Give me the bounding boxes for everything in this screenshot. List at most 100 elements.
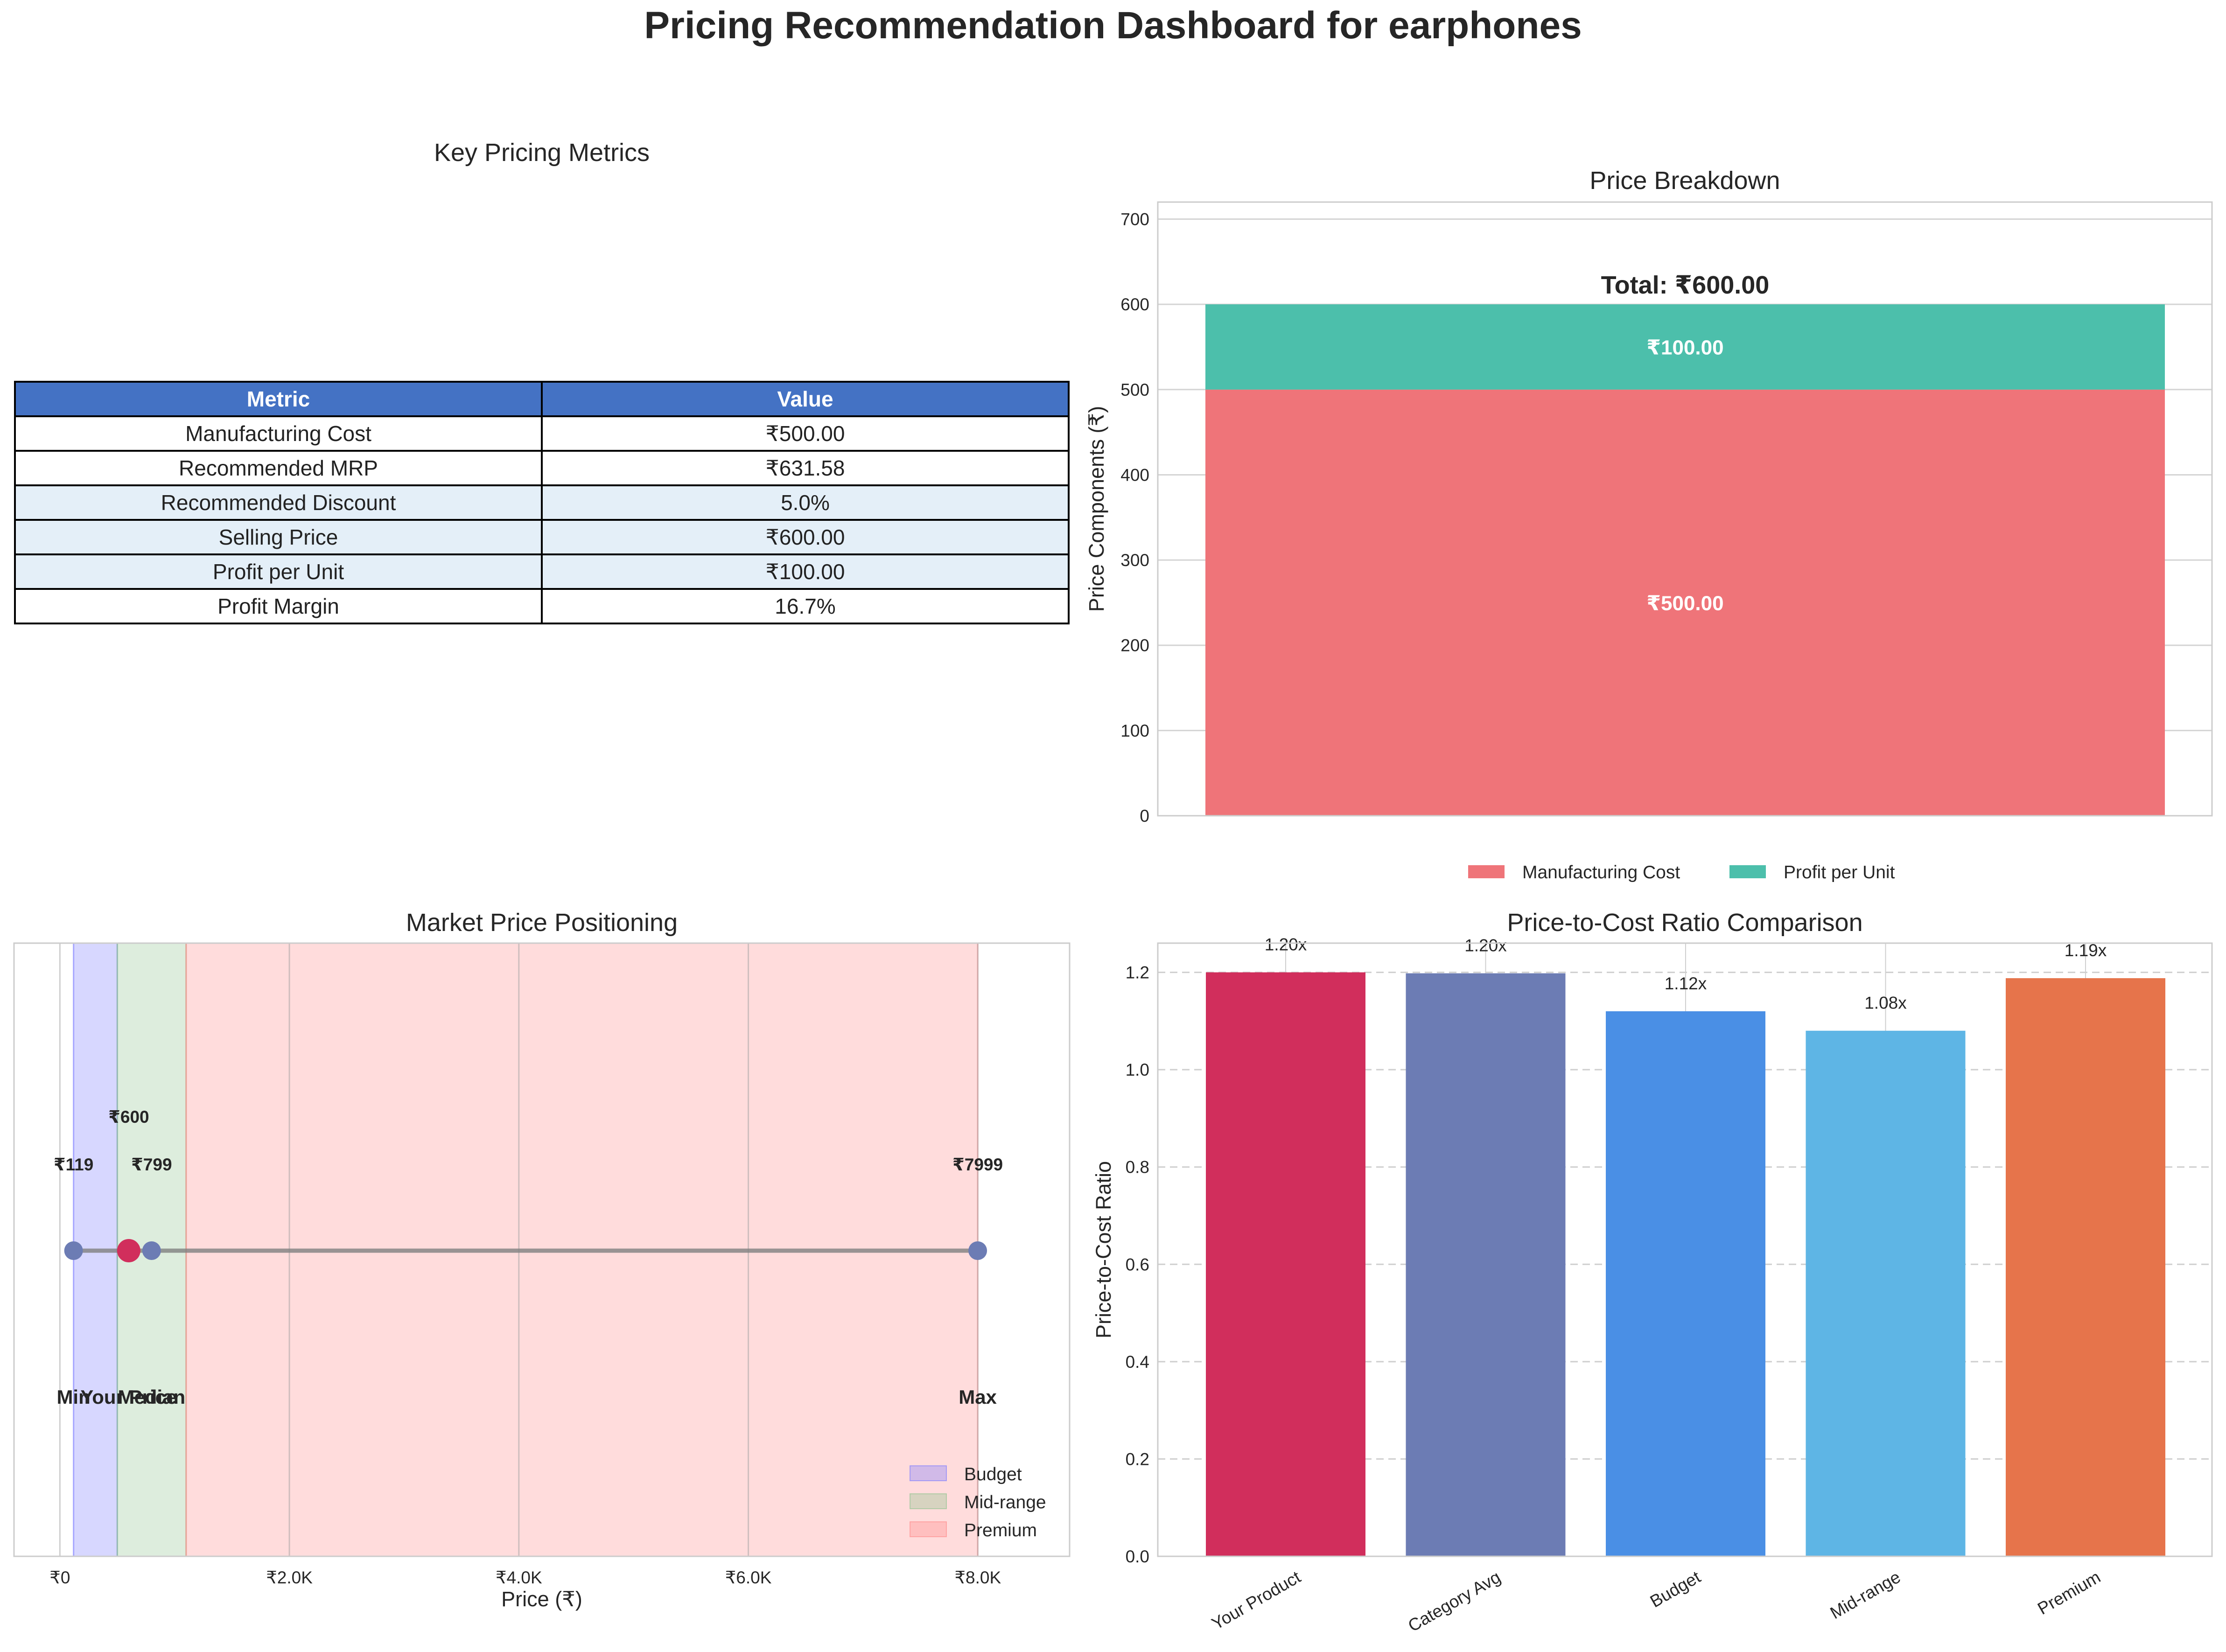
price-point-label: Median <box>118 1386 185 1408</box>
ratio-bar <box>2006 978 2165 1556</box>
x-tick-label: Mid-range <box>1827 1567 1904 1623</box>
price-point-label: Your Price <box>80 1386 177 1408</box>
y-tick-label: 1.0 <box>1126 1060 1149 1079</box>
y-tick-label: 1.2 <box>1126 963 1149 982</box>
value-cell: ₹600.00 <box>541 519 1070 555</box>
market-price-point <box>64 1241 83 1260</box>
ratio-bar <box>1806 1030 1966 1556</box>
metric-cell: Recommended MRP <box>14 450 543 486</box>
market-price-point <box>968 1241 987 1260</box>
metric-cell: Recommended Discount <box>14 484 543 521</box>
chart-title: Market Price Positioning <box>406 909 678 937</box>
metric-cell: Profit per Unit <box>14 553 543 590</box>
x-tick-label: Premium <box>2034 1567 2104 1618</box>
value-cell: 5.0% <box>541 484 1070 521</box>
x-tick-label: Budget <box>1647 1567 1704 1611</box>
x-tick-label: ₹4.0K <box>496 1568 542 1587</box>
segment-value-label: ₹500.00 <box>1646 592 1723 615</box>
table-row: Recommended MRP ₹631.58 <box>14 450 1070 486</box>
x-tick-label: ₹0 <box>49 1568 70 1587</box>
plot-frame <box>13 942 1071 1557</box>
ratio-bar <box>1206 972 1365 1556</box>
plot-frame <box>1157 942 2213 1557</box>
legend-swatch <box>1468 865 1505 878</box>
price-value-label: ₹600 <box>108 1107 149 1127</box>
y-tick-label: 0.0 <box>1126 1547 1149 1566</box>
bar-value-label: 1.20x <box>1265 935 1307 954</box>
legend-label: Mid-range <box>964 1492 1046 1512</box>
metric-cell: Manufacturing Cost <box>14 415 543 452</box>
your-price-point <box>117 1239 140 1262</box>
chart-title: Price-to-Cost Ratio Comparison <box>1507 909 1862 937</box>
ratio-bar <box>1406 973 1566 1556</box>
header-metric: Metric <box>14 381 543 417</box>
ratio-bar <box>1606 1011 1765 1556</box>
table-title: Key Pricing Metrics <box>434 139 650 167</box>
price-point-label: Min <box>56 1386 90 1408</box>
table-row: Manufacturing Cost ₹500.00 <box>14 415 1070 452</box>
value-cell: ₹100.00 <box>541 553 1070 590</box>
metric-cell: Profit Margin <box>14 588 543 624</box>
x-tick-label: Your Product <box>1208 1567 1304 1633</box>
key-metrics-table: Metric Value Manufacturing Cost ₹500.00 … <box>14 381 1070 624</box>
total-label: Total: ₹600.00 <box>1601 271 1770 299</box>
y-tick-label: 0 <box>1140 806 1149 826</box>
bar-value-label: 1.08x <box>1864 994 1907 1013</box>
price-value-label: ₹799 <box>131 1155 172 1174</box>
price-value-label: ₹119 <box>54 1155 93 1174</box>
price-to-cost-ratio-chart: 0.0 0.2 0.4 0.6 0.8 1.0 1.2 1.20x Your Product 1.… <box>1092 909 2213 1636</box>
y-tick-label: 100 <box>1120 721 1149 740</box>
value-cell: ₹631.58 <box>541 450 1070 486</box>
plot-frame <box>1157 201 2213 817</box>
legend-label: Manufacturing Cost <box>1522 862 1680 882</box>
y-tick-label: 600 <box>1120 295 1149 314</box>
y-axis-label: Price Components (₹) <box>1085 406 1108 612</box>
table-row: Recommended Discount 5.0% <box>14 484 1070 521</box>
y-tick-label: 0.8 <box>1126 1158 1149 1177</box>
table-row: Selling Price ₹600.00 <box>14 519 1070 555</box>
y-tick-label: 700 <box>1120 210 1149 229</box>
legend-label: Profit per Unit <box>1784 862 1895 882</box>
legend-swatch <box>910 1465 947 1481</box>
table-row: Profit Margin 16.7% <box>14 588 1070 624</box>
y-tick-label: 300 <box>1120 551 1149 570</box>
price-breakdown-chart: 0 100 200 300 400 500 600 700 ₹500.00 ₹100.00 Tota… <box>1085 167 2213 882</box>
stacked-bar-segment <box>1205 304 2165 390</box>
y-tick-label: 0.4 <box>1126 1352 1149 1372</box>
x-axis-label: Price (₹) <box>501 1587 582 1611</box>
y-tick-label: 0.6 <box>1126 1255 1149 1274</box>
price-point-label: Max <box>959 1386 997 1408</box>
metric-cell: Selling Price <box>14 519 543 555</box>
header-value: Value <box>541 381 1070 417</box>
legend-swatch <box>910 1493 947 1509</box>
price-value-label: ₹7999 <box>952 1155 1003 1174</box>
table-row: Profit per Unit ₹100.00 <box>14 553 1070 590</box>
y-axis-label: Price-to-Cost Ratio <box>1092 1161 1115 1338</box>
dashboard-title: Pricing Recommendation Dashboard for ear… <box>644 4 1582 47</box>
value-cell: ₹500.00 <box>541 415 1070 452</box>
y-tick-label: 400 <box>1120 465 1149 484</box>
x-tick-label: Category Avg <box>1405 1567 1504 1635</box>
legend-label: Premium <box>964 1520 1037 1540</box>
y-tick-label: 200 <box>1120 636 1149 655</box>
bar-value-label: 1.20x <box>1464 936 1507 955</box>
y-tick-label: 0.2 <box>1126 1449 1149 1469</box>
market-positioning-chart: ₹0 ₹2.0K ₹4.0K ₹6.0K ₹8.0K ₹119 Min ₹600 Your Pr… <box>13 909 1071 1611</box>
chart-title: Price Breakdown <box>1589 167 1780 195</box>
table-header-row: Metric Value <box>14 381 1070 417</box>
segment-value-label: ₹100.00 <box>1646 336 1723 359</box>
x-tick-label: ₹8.0K <box>954 1568 1001 1587</box>
value-cell: 16.7% <box>541 588 1070 624</box>
x-tick-label: ₹2.0K <box>266 1568 313 1587</box>
bar-value-label: 1.12x <box>1665 974 1707 993</box>
y-tick-label: 500 <box>1120 380 1149 399</box>
stacked-bar-segment <box>1205 389 2165 816</box>
market-price-point <box>142 1241 161 1260</box>
legend-label: Budget <box>964 1464 1022 1484</box>
legend-swatch <box>910 1521 947 1537</box>
legend-swatch <box>1729 865 1766 878</box>
bar-value-label: 1.19x <box>2065 941 2107 960</box>
x-tick-label: ₹6.0K <box>725 1568 772 1587</box>
